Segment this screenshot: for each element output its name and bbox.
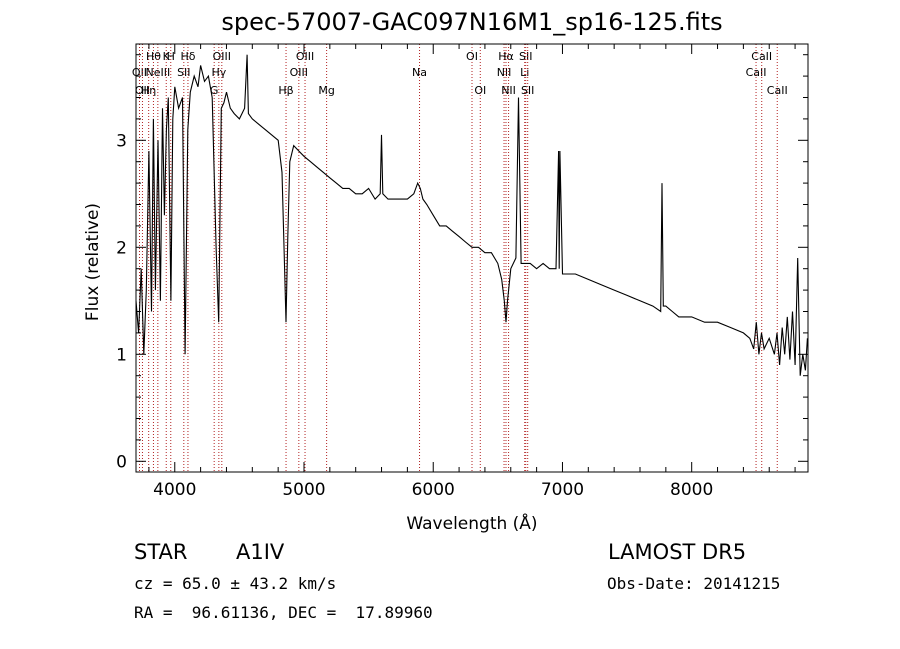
line-marker-label: OIII xyxy=(290,66,308,79)
chart-title: spec-57007-GAC097N16M1_sp16-125.fits xyxy=(221,8,722,36)
spectrum-series-line xyxy=(135,54,808,376)
line-marker-label: NII xyxy=(497,66,512,79)
x-tick-label: 7000 xyxy=(541,480,584,500)
x-tick-label: 4000 xyxy=(153,480,196,500)
line-marker-label: Mg xyxy=(318,84,334,97)
line-marker-label: SII xyxy=(177,66,190,79)
line-marker-label: Hβ xyxy=(278,84,293,97)
line-marker-label: K xyxy=(163,50,171,63)
line-marker-label: G xyxy=(210,84,219,97)
y-tick-label: 2 xyxy=(116,238,127,258)
x-axis: 4000 5000 6000 7000 8000 xyxy=(148,44,796,500)
line-marker-label: CaII xyxy=(746,66,767,79)
y-tick-label: 0 xyxy=(116,452,127,472)
line-marker-label: Hγ xyxy=(211,66,226,79)
line-marker-label: Li xyxy=(520,66,529,79)
line-marker-label: OI xyxy=(474,84,486,97)
plot-frame xyxy=(135,43,809,473)
y-axis: 0 1 2 3 xyxy=(116,54,808,472)
line-marker-label: Hα xyxy=(498,50,514,63)
line-marker-label: CaII xyxy=(767,84,788,97)
line-marker-label: Hθ xyxy=(146,50,161,63)
line-marker-label: Hδ xyxy=(180,50,195,63)
ra-dec: RA = 96.61136, DEC = 17.89960 xyxy=(134,603,433,622)
line-marker-label: NII xyxy=(501,84,516,97)
line-marker-label: SII xyxy=(519,50,532,63)
redshift-cz: cz = 65.0 ± 43.2 km/s xyxy=(134,574,337,593)
object-subclass: A1IV xyxy=(236,540,285,564)
x-axis-label: Wavelength (Å) xyxy=(406,512,537,534)
line-marker-label: OI xyxy=(466,50,478,63)
survey-name: LAMOST DR5 xyxy=(608,540,747,564)
y-tick-label: 3 xyxy=(116,131,127,151)
line-marker-label: Na xyxy=(412,66,427,79)
y-tick-label: 1 xyxy=(116,345,127,365)
line-marker-label: SII xyxy=(521,84,534,97)
line-marker-label: OIII xyxy=(213,50,231,63)
x-tick-label: 8000 xyxy=(670,480,713,500)
line-marker-label: Hη xyxy=(141,84,156,97)
x-tick-label: 6000 xyxy=(412,480,455,500)
object-class: STAR xyxy=(134,540,188,564)
x-tick-label: 5000 xyxy=(282,480,325,500)
line-marker-label: CaII xyxy=(751,50,772,63)
line-marker-label: OII xyxy=(135,84,150,97)
observation-date: Obs-Date: 20141215 xyxy=(607,574,781,593)
line-marker-label: OIII xyxy=(296,50,314,63)
y-axis-label: Flux (relative) xyxy=(83,203,103,321)
line-marker-label: NeIII xyxy=(145,66,170,79)
line-marker-label: H xyxy=(167,50,175,63)
